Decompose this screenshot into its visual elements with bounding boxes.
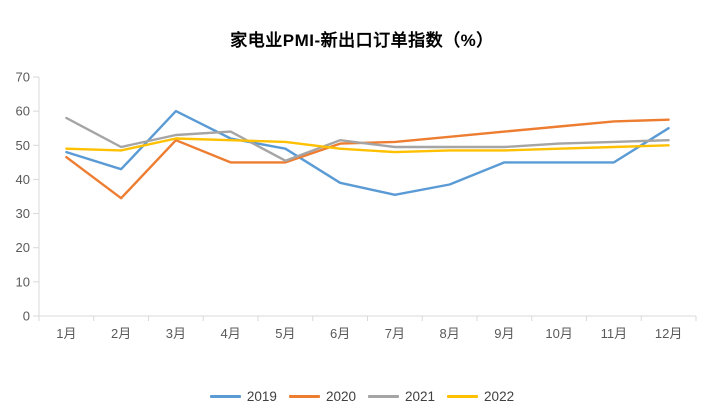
legend: 2019 2020 2021 2022 [0, 389, 724, 404]
legend-swatch-2019 [209, 395, 241, 398]
series-line-2021 [65, 116, 670, 162]
x-axis-label: 1月 [56, 326, 76, 341]
legend-swatch-2020 [288, 395, 320, 398]
series-line-2019 [65, 109, 670, 197]
legend-item-2019: 2019 [209, 389, 277, 404]
y-axis-label: 20 [16, 240, 30, 255]
x-axis-label: 11月 [601, 326, 628, 341]
x-axis-label: 10月 [545, 326, 572, 341]
x-axis-label: 12月 [655, 326, 682, 341]
y-axis-label: 30 [16, 206, 30, 221]
legend-label-2021: 2021 [405, 389, 436, 404]
x-axis-label: 4月 [221, 326, 241, 341]
legend-swatch-2021 [368, 395, 399, 398]
x-axis-label: 8月 [440, 326, 460, 341]
x-axis-label: 2月 [111, 326, 131, 341]
legend-swatch-2022 [447, 395, 479, 398]
series-line-2022 [65, 137, 670, 154]
legend-item-2020: 2020 [288, 389, 356, 404]
legend-label-2019: 2019 [246, 389, 277, 404]
y-axis-label: 50 [16, 138, 30, 153]
x-axis-label: 7月 [385, 326, 405, 341]
legend-item-2021: 2021 [368, 389, 435, 404]
chart-title: 家电业PMI-新出口订单指数（%） [230, 31, 494, 50]
x-axis-label: 6月 [330, 326, 350, 341]
x-axis-label: 9月 [494, 326, 514, 341]
y-axis-label: 10 [16, 274, 30, 289]
legend-label-2020: 2020 [325, 389, 356, 404]
y-axis-label: 70 [16, 70, 30, 85]
x-axis-label: 5月 [275, 326, 295, 341]
y-axis-label: 60 [16, 104, 30, 119]
legend-label-2022: 2022 [484, 389, 515, 404]
x-axis-label: 3月 [166, 326, 186, 341]
y-axis-label: 0 [23, 309, 30, 324]
y-axis-label: 40 [16, 172, 30, 187]
legend-item-2022: 2022 [447, 389, 514, 404]
